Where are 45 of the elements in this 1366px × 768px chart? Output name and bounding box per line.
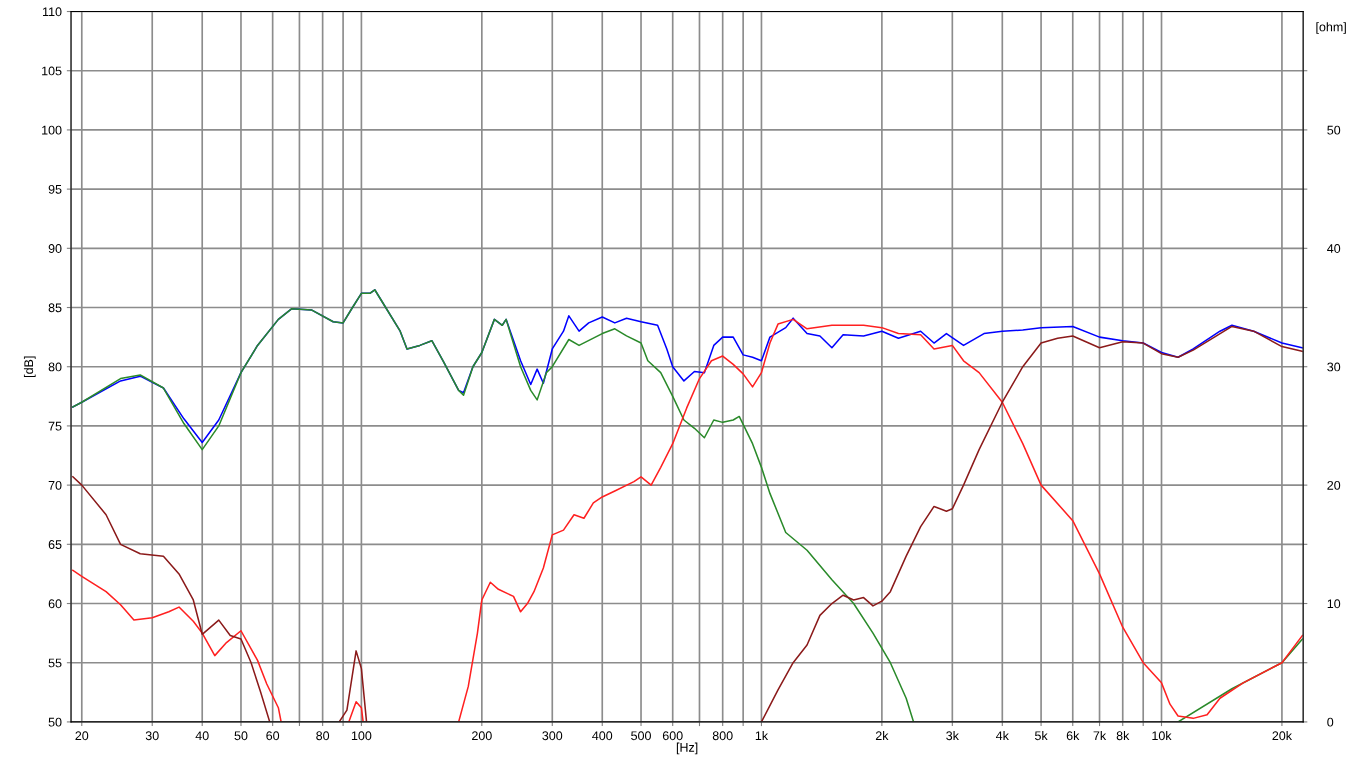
- x-tick-label: 200: [472, 731, 492, 741]
- x-tick-label: 30: [145, 731, 159, 741]
- x-tick-label: 80: [316, 731, 330, 741]
- y2-tick-label: 20: [1327, 480, 1341, 490]
- y2-tick-label: 0: [1327, 717, 1334, 727]
- y-tick-label: 90: [48, 244, 62, 253]
- x-axis-title: [Hz]: [676, 742, 698, 755]
- y-tick-label: 70: [48, 480, 62, 490]
- y-tick-label: 95: [48, 184, 62, 194]
- x-tick-label: 6k: [1066, 730, 1080, 741]
- y-tick-label: 100: [42, 125, 62, 135]
- x-tick-label: 4k: [995, 730, 1009, 741]
- y-tick-label: 60: [48, 599, 62, 609]
- y2-tick-label: 30: [1327, 362, 1341, 372]
- x-tick-label: 50: [234, 731, 248, 741]
- y-tick-label: 105: [42, 66, 62, 76]
- x-tick-label: 300: [542, 731, 563, 741]
- x-tick-label: 7k: [1093, 730, 1107, 741]
- x-tick-label: 3k: [946, 730, 959, 741]
- y-tick-label: 75: [48, 421, 62, 431]
- y2-tick-label: 50: [1327, 125, 1341, 135]
- x-tick-label: 20: [75, 731, 89, 741]
- y-tick-label: 110: [43, 7, 62, 17]
- y2-axis-title: [ohm]: [1316, 22, 1346, 34]
- y-tick-label: 50: [48, 717, 62, 727]
- x-tick-label: 2k: [875, 730, 889, 741]
- x-tick-label: 400: [592, 731, 613, 741]
- x-tick-label: 8k: [1116, 730, 1130, 741]
- y2-tick-label: 40: [1327, 244, 1341, 253]
- x-tick-label: 500: [631, 731, 651, 741]
- x-tick-label: 800: [712, 731, 733, 741]
- x-tick-label: 600: [662, 731, 683, 741]
- y-tick-label: 80: [48, 362, 62, 372]
- y-tick-label: 65: [48, 540, 62, 549]
- x-tick-label: 60: [266, 731, 280, 741]
- y-tick-label: 85: [48, 303, 62, 313]
- y2-tick-label: 10: [1327, 599, 1341, 609]
- x-tick-label: 10k: [1152, 730, 1172, 741]
- x-tick-label: 1k: [755, 730, 769, 741]
- x-tick-label: 40: [195, 731, 209, 741]
- y-tick-label: 55: [48, 658, 62, 668]
- x-tick-label: 20k: [1272, 730, 1293, 741]
- y-axis-title: [dB]: [23, 356, 36, 377]
- x-tick-label: 100: [351, 731, 372, 741]
- x-tick-label: 5k: [1034, 730, 1048, 741]
